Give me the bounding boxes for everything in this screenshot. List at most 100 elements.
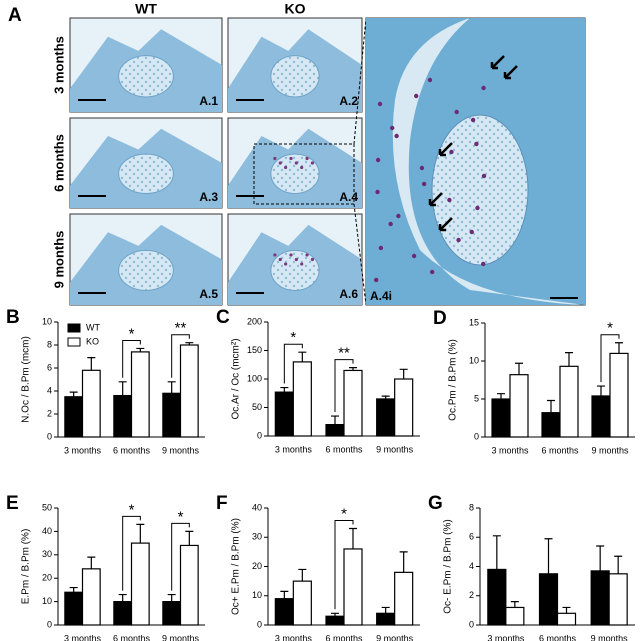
x-tick-label: 6 months [541,445,579,455]
bar [491,398,511,438]
significance-label: * [129,325,135,342]
error-bar [167,593,176,602]
error-bar [69,391,78,397]
y-tick-label: 0 [257,619,262,629]
image-label: A.5 [199,287,218,301]
inset-stain [449,149,454,155]
stain [273,253,277,257]
x-tick-label: 3 months [275,444,313,454]
x-tick-label: 6 months [325,633,363,641]
bar [343,548,363,626]
panel-label: F [216,493,228,514]
zoom-line [353,17,367,145]
inset-stain [375,189,380,195]
stain [294,257,298,262]
y-tick-label: 0 [47,431,52,441]
stain [294,161,298,165]
error-bar [136,523,145,544]
error-bar [544,538,553,574]
significance-bracket [334,359,354,413]
inset-stain [421,181,427,187]
bar [130,542,150,626]
inset-stain [481,85,486,91]
error-bar [298,568,307,582]
error-bar [298,351,307,362]
bar [538,573,559,626]
x-tick-label: 9 months [591,445,629,455]
y-tick-label: 50 [252,402,262,412]
error-bar [185,530,194,546]
significance-bracket [171,334,190,378]
bar [325,424,345,437]
bar [292,361,312,437]
significance-bracket [600,334,620,383]
image-label: A.3 [199,190,218,204]
y-tick-label: 0 [257,430,262,440]
error-bar [118,381,127,396]
y-tick-label: 50 [42,502,52,512]
error-bar [381,395,390,399]
bar [608,573,628,626]
arrow [438,142,453,157]
y-axis-label: Oc+ E.Pm / B.Pm (%) [231,518,242,615]
significance-label: * [607,320,613,337]
y-tick-label: 5 [474,393,479,403]
y-tick-label: 40 [252,502,262,512]
significance-label: * [178,508,184,525]
significance-bracket [283,343,303,384]
zoom-box [253,143,355,205]
inset-stain [388,221,393,227]
bar [590,570,610,626]
significance-bracket [122,515,141,591]
bar [509,374,529,438]
y-tick-label: 40 [42,526,52,536]
inset-stain [427,77,433,83]
inset-stain [375,157,381,163]
bar [487,568,507,626]
stain [289,156,293,161]
error-bar [562,606,571,614]
stain [300,165,304,170]
panel-label: A [8,5,22,26]
x-tick-label: 6 months [325,444,363,454]
inset-stain [411,253,417,259]
error-bar [349,527,357,549]
y-tick-label: 20 [42,573,52,583]
bone [270,153,320,195]
x-tick-label: 6 months [113,445,151,455]
panel-label: C [216,307,230,328]
stain [289,253,293,257]
error-bar [136,347,145,352]
error-bar [87,556,96,569]
x-tick-label: 3 months [64,633,102,641]
stain [305,253,309,257]
stain [278,257,282,262]
column-label: WT [135,1,157,17]
x-tick-label: 9 months [376,444,414,454]
bar [394,378,414,437]
image-label: A.4 [339,190,358,204]
bar [179,344,199,438]
error-bar [515,362,523,375]
bar [591,395,611,438]
bar [505,606,525,626]
inset-stain [390,125,395,131]
bar [162,600,182,626]
x-tick-label: 9 months [162,445,200,455]
y-tick-label: 2 [469,590,474,600]
error-bar [615,342,623,354]
inset-stain [475,205,480,211]
bar [394,571,414,626]
bar [609,352,629,438]
bar [559,365,579,438]
y-tick-label: 8 [47,339,52,349]
stain [278,161,282,165]
y-tick-label: 30 [42,549,52,559]
inset-stain [456,237,461,243]
y-tick-label: 10 [42,596,52,606]
panel-label: G [428,493,443,514]
stain [284,262,288,266]
error-bar [331,415,339,425]
inset-bone [431,114,529,266]
panel-label: D [433,308,447,329]
